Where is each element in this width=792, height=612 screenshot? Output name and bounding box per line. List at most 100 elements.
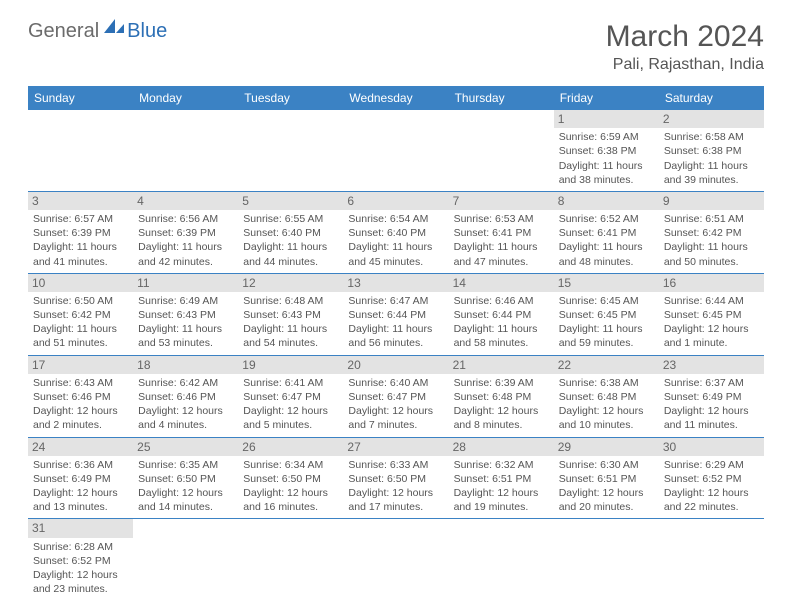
daylight-text: Daylight: 11 hours and 50 minutes. (664, 240, 759, 268)
calendar-cell: 22Sunrise: 6:38 AMSunset: 6:48 PMDayligh… (554, 355, 659, 437)
calendar-body: 1Sunrise: 6:59 AMSunset: 6:38 PMDaylight… (28, 110, 764, 600)
calendar-week-row: 17Sunrise: 6:43 AMSunset: 6:46 PMDayligh… (28, 355, 764, 437)
sunrise-text: Sunrise: 6:52 AM (559, 212, 654, 226)
daylight-text: Daylight: 11 hours and 53 minutes. (138, 322, 233, 350)
sunrise-text: Sunrise: 6:39 AM (454, 376, 549, 390)
day-number: 16 (659, 274, 764, 292)
calendar-cell: 10Sunrise: 6:50 AMSunset: 6:42 PMDayligh… (28, 273, 133, 355)
sunrise-text: Sunrise: 6:43 AM (33, 376, 128, 390)
day-number: 22 (554, 356, 659, 374)
sunset-text: Sunset: 6:40 PM (243, 226, 338, 240)
sunset-text: Sunset: 6:40 PM (348, 226, 443, 240)
calendar-cell: 11Sunrise: 6:49 AMSunset: 6:43 PMDayligh… (133, 273, 238, 355)
day-number: 2 (659, 110, 764, 128)
sunrise-text: Sunrise: 6:56 AM (138, 212, 233, 226)
calendar-cell: 21Sunrise: 6:39 AMSunset: 6:48 PMDayligh… (449, 355, 554, 437)
calendar-cell (28, 110, 133, 191)
sunset-text: Sunset: 6:42 PM (664, 226, 759, 240)
sunrise-text: Sunrise: 6:59 AM (559, 130, 654, 144)
sunrise-text: Sunrise: 6:54 AM (348, 212, 443, 226)
daylight-text: Daylight: 12 hours and 17 minutes. (348, 486, 443, 514)
day-header: Wednesday (343, 86, 448, 110)
calendar-table: SundayMondayTuesdayWednesdayThursdayFrid… (28, 86, 764, 600)
calendar-week-row: 3Sunrise: 6:57 AMSunset: 6:39 PMDaylight… (28, 191, 764, 273)
day-number: 24 (28, 438, 133, 456)
calendar-cell: 25Sunrise: 6:35 AMSunset: 6:50 PMDayligh… (133, 437, 238, 519)
daylight-text: Daylight: 12 hours and 23 minutes. (33, 568, 128, 596)
calendar-cell (343, 519, 448, 600)
calendar-cell (343, 110, 448, 191)
sunrise-text: Sunrise: 6:38 AM (559, 376, 654, 390)
day-number: 27 (343, 438, 448, 456)
daylight-text: Daylight: 11 hours and 45 minutes. (348, 240, 443, 268)
sunrise-text: Sunrise: 6:40 AM (348, 376, 443, 390)
calendar-week-row: 31Sunrise: 6:28 AMSunset: 6:52 PMDayligh… (28, 519, 764, 600)
sunset-text: Sunset: 6:41 PM (454, 226, 549, 240)
calendar-cell (238, 519, 343, 600)
sunset-text: Sunset: 6:38 PM (664, 144, 759, 158)
sunset-text: Sunset: 6:45 PM (664, 308, 759, 322)
sunset-text: Sunset: 6:50 PM (138, 472, 233, 486)
calendar-cell (238, 110, 343, 191)
daylight-text: Daylight: 11 hours and 44 minutes. (243, 240, 338, 268)
daylight-text: Daylight: 12 hours and 19 minutes. (454, 486, 549, 514)
sunset-text: Sunset: 6:41 PM (559, 226, 654, 240)
day-number: 8 (554, 192, 659, 210)
calendar-cell: 4Sunrise: 6:56 AMSunset: 6:39 PMDaylight… (133, 191, 238, 273)
daylight-text: Daylight: 11 hours and 54 minutes. (243, 322, 338, 350)
daylight-text: Daylight: 11 hours and 42 minutes. (138, 240, 233, 268)
day-number: 6 (343, 192, 448, 210)
calendar-cell (554, 519, 659, 600)
day-number: 10 (28, 274, 133, 292)
day-number: 13 (343, 274, 448, 292)
day-header: Friday (554, 86, 659, 110)
daylight-text: Daylight: 11 hours and 59 minutes. (559, 322, 654, 350)
sunrise-text: Sunrise: 6:30 AM (559, 458, 654, 472)
sunrise-text: Sunrise: 6:58 AM (664, 130, 759, 144)
day-header: Tuesday (238, 86, 343, 110)
day-number: 3 (28, 192, 133, 210)
calendar-cell: 29Sunrise: 6:30 AMSunset: 6:51 PMDayligh… (554, 437, 659, 519)
calendar-cell: 18Sunrise: 6:42 AMSunset: 6:46 PMDayligh… (133, 355, 238, 437)
sunset-text: Sunset: 6:39 PM (138, 226, 233, 240)
day-number: 21 (449, 356, 554, 374)
calendar-cell: 19Sunrise: 6:41 AMSunset: 6:47 PMDayligh… (238, 355, 343, 437)
daylight-text: Daylight: 11 hours and 38 minutes. (559, 159, 654, 187)
calendar-cell: 9Sunrise: 6:51 AMSunset: 6:42 PMDaylight… (659, 191, 764, 273)
sunrise-text: Sunrise: 6:28 AM (33, 540, 128, 554)
sunset-text: Sunset: 6:45 PM (559, 308, 654, 322)
logo-text-blue: Blue (127, 20, 167, 43)
calendar-cell: 14Sunrise: 6:46 AMSunset: 6:44 PMDayligh… (449, 273, 554, 355)
calendar-cell: 15Sunrise: 6:45 AMSunset: 6:45 PMDayligh… (554, 273, 659, 355)
day-number: 7 (449, 192, 554, 210)
header: General Blue March 2024 Pali, Rajasthan,… (28, 20, 764, 74)
day-number: 20 (343, 356, 448, 374)
day-number: 29 (554, 438, 659, 456)
sunset-text: Sunset: 6:47 PM (243, 390, 338, 404)
calendar-cell: 31Sunrise: 6:28 AMSunset: 6:52 PMDayligh… (28, 519, 133, 600)
sunrise-text: Sunrise: 6:53 AM (454, 212, 549, 226)
daylight-text: Daylight: 11 hours and 58 minutes. (454, 322, 549, 350)
sunset-text: Sunset: 6:50 PM (348, 472, 443, 486)
calendar-cell: 28Sunrise: 6:32 AMSunset: 6:51 PMDayligh… (449, 437, 554, 519)
sunset-text: Sunset: 6:38 PM (559, 144, 654, 158)
calendar-week-row: 10Sunrise: 6:50 AMSunset: 6:42 PMDayligh… (28, 273, 764, 355)
sunset-text: Sunset: 6:42 PM (33, 308, 128, 322)
calendar-cell: 24Sunrise: 6:36 AMSunset: 6:49 PMDayligh… (28, 437, 133, 519)
calendar-cell: 20Sunrise: 6:40 AMSunset: 6:47 PMDayligh… (343, 355, 448, 437)
daylight-text: Daylight: 11 hours and 41 minutes. (33, 240, 128, 268)
day-number: 26 (238, 438, 343, 456)
day-number: 11 (133, 274, 238, 292)
sunrise-text: Sunrise: 6:55 AM (243, 212, 338, 226)
daylight-text: Daylight: 12 hours and 13 minutes. (33, 486, 128, 514)
daylight-text: Daylight: 12 hours and 1 minute. (664, 322, 759, 350)
daylight-text: Daylight: 11 hours and 51 minutes. (33, 322, 128, 350)
calendar-cell: 3Sunrise: 6:57 AMSunset: 6:39 PMDaylight… (28, 191, 133, 273)
day-header: Thursday (449, 86, 554, 110)
location: Pali, Rajasthan, India (606, 56, 764, 74)
calendar-week-row: 24Sunrise: 6:36 AMSunset: 6:49 PMDayligh… (28, 437, 764, 519)
sunset-text: Sunset: 6:46 PM (138, 390, 233, 404)
sunset-text: Sunset: 6:52 PM (33, 554, 128, 568)
sunrise-text: Sunrise: 6:36 AM (33, 458, 128, 472)
day-number: 19 (238, 356, 343, 374)
